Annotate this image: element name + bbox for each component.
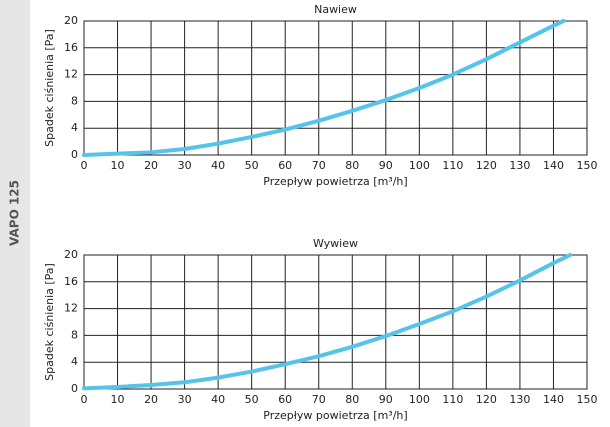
y-tick-label: 0 [71,148,78,161]
x-tick-label: 30 [178,393,192,406]
x-tick-label: 80 [345,393,359,406]
y-tick-label: 8 [71,94,78,107]
x-tick-label: 20 [144,159,158,172]
data-line [82,19,566,157]
data-line [82,253,573,391]
x-tick-label: 40 [211,393,225,406]
x-tick-label: 130 [509,159,530,172]
x-tick-label: 0 [81,159,88,172]
x-tick-label: 110 [442,159,463,172]
y-tick-label: 16 [64,275,78,288]
x-tick-label: 120 [476,393,497,406]
x-tick-label: 150 [577,393,598,406]
x-tick-label: 130 [509,393,530,406]
x-tick-label: 140 [543,159,564,172]
x-tick-label: 70 [312,159,326,172]
y-tick-label: 20 [64,248,78,261]
x-tick-label: 10 [111,159,125,172]
chart-title: Wywiew [313,237,358,250]
y-tick-label: 4 [71,121,78,134]
x-axis-label: Przepływ powietrza [m³/h] [263,409,407,422]
x-tick-label: 40 [211,159,225,172]
x-tick-label: 90 [379,393,393,406]
sidebar [0,0,30,427]
x-tick-label: 100 [409,393,430,406]
x-tick-label: 60 [278,393,292,406]
chart-title: Nawiew [314,3,357,16]
y-axis-label: Spadek ciśnienia [Pa] [43,29,56,147]
x-tick-label: 70 [312,393,326,406]
x-tick-label: 110 [442,393,463,406]
x-tick-label: 120 [476,159,497,172]
x-tick-label: 50 [245,159,259,172]
plot-frame [83,254,588,390]
x-tick-label: 90 [379,159,393,172]
plot-frame [83,20,588,156]
x-tick-label: 20 [144,393,158,406]
x-tick-label: 50 [245,393,259,406]
y-tick-label: 0 [71,382,78,395]
y-tick-label: 8 [71,328,78,341]
y-tick-label: 12 [64,68,78,81]
y-tick-label: 4 [71,355,78,368]
sidebar-label: VAPO 125 [8,180,22,246]
x-tick-label: 0 [81,393,88,406]
x-tick-label: 150 [577,159,598,172]
x-axis-label: Przepływ powietrza [m³/h] [263,175,407,188]
y-tick-label: 12 [64,302,78,315]
x-tick-label: 30 [178,159,192,172]
y-axis-label: Spadek ciśnienia [Pa] [43,263,56,381]
x-tick-label: 60 [278,159,292,172]
y-tick-label: 16 [64,41,78,54]
x-tick-label: 100 [409,159,430,172]
x-tick-label: 80 [345,159,359,172]
x-tick-label: 10 [111,393,125,406]
x-tick-label: 140 [543,393,564,406]
y-tick-label: 20 [64,14,78,27]
